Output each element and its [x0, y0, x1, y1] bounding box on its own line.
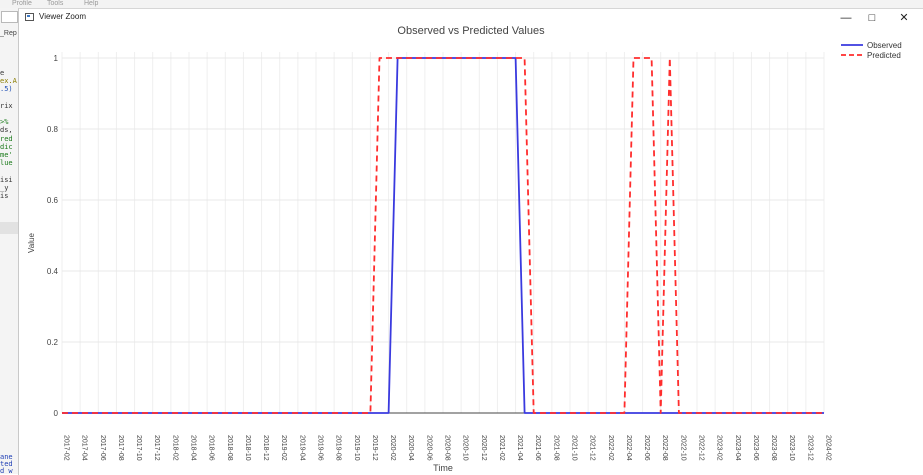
minimize-icon: —: [840, 12, 852, 24]
menu-tools[interactable]: Tools: [47, 0, 64, 7]
close-icon: ✕: [899, 12, 909, 24]
x-tick-label: 2021-10: [571, 435, 578, 461]
background-code-line: rix: [0, 101, 13, 110]
x-tick-label: 2019-02: [280, 435, 287, 461]
x-tick-label: 2022-10: [679, 435, 686, 461]
background-input-stub: [1, 11, 18, 23]
x-tick-label: 2018-04: [190, 435, 197, 461]
x-tick-label: 2023-12: [806, 435, 813, 461]
window-titlebar[interactable]: Viewer Zoom — □ ✕: [19, 9, 923, 27]
x-tick-label: 2017-02: [63, 435, 70, 461]
window-title: Viewer Zoom: [39, 12, 86, 21]
y-tick-label: 1: [54, 54, 59, 63]
x-tick-label: 2019-10: [353, 435, 360, 461]
background-code-line: ds,: [0, 126, 13, 135]
x-tick-label: 2023-02: [716, 435, 723, 461]
axes: 0 0.2 0.4 0.6 0.8 1 2017-02 2017-04 2017-06 2017-…: [47, 54, 832, 461]
x-tick-label: 2019-06: [317, 435, 324, 461]
y-tick-label: 0.8: [47, 125, 59, 134]
x-tick-label: 2021-08: [552, 435, 559, 461]
x-tick-label: 2023-06: [752, 435, 759, 461]
x-tick-label: 2020-08: [444, 435, 451, 461]
x-tick-label: 2018-10: [244, 435, 251, 461]
background-code-line: ex.A: [0, 77, 17, 86]
y-tick-label: 0.4: [47, 267, 59, 276]
maximize-button[interactable]: □: [857, 10, 887, 26]
x-tick-label: 2022-06: [643, 435, 650, 461]
x-tick-label: 2018-06: [208, 435, 215, 461]
x-tick-label: 2023-08: [770, 435, 777, 461]
background-code-line: me': [0, 151, 13, 159]
x-tick-label: 2020-12: [480, 435, 487, 461]
x-tick-label: 2017-10: [135, 435, 142, 461]
background-code-line: is: [0, 192, 9, 200]
x-tick-label: 2022-12: [698, 435, 705, 461]
background-code-line: e: [0, 69, 5, 77]
background-console-line: ted: [0, 460, 13, 468]
background-editor-strip: _Rep e ex.A .5) rix >% ds, red dic me' lue isi _y is…: [0, 0, 19, 475]
background-console-line: ane: [0, 453, 13, 461]
x-tick-label: 2022-04: [625, 435, 632, 461]
series-line-predicted: [62, 57, 824, 414]
background-code-line: >%: [0, 118, 9, 127]
x-tick-label: 2021-06: [534, 435, 541, 461]
y-tick-label: 0: [54, 409, 59, 418]
background-code-line: lue: [0, 159, 13, 168]
x-tick-label: 2024-02: [825, 435, 832, 461]
background-tab-stub: _Rep: [0, 30, 17, 37]
background-code-line: .5): [0, 85, 13, 94]
x-tick-label: 2018-08: [226, 435, 233, 461]
x-tick-label: 2017-08: [117, 435, 124, 461]
x-tick-label: 2019-08: [335, 435, 342, 461]
x-tick-label: 2020-04: [407, 435, 414, 461]
x-tick-label: 2023-04: [734, 435, 741, 461]
grid-lines: [61, 52, 825, 414]
y-tick-label: 0.6: [47, 196, 59, 205]
background-pane-divider: [0, 222, 18, 234]
x-axis-label: Time: [433, 463, 453, 473]
menu-help[interactable]: Help: [84, 0, 99, 7]
menu-profile[interactable]: Profile: [12, 0, 32, 7]
maximize-icon: □: [868, 12, 876, 24]
viewer-zoom-window: Viewer Zoom — □ ✕ 0 0.2 0.4 0.6 0.8 1 2017-02 2…: [18, 8, 923, 475]
x-tick-label: 2020-10: [462, 435, 469, 461]
x-tick-label: 2017-06: [99, 435, 106, 461]
x-tick-label: 2019-12: [371, 435, 378, 461]
legend-label-predicted: Predicted: [867, 51, 901, 60]
window-app-icon: [25, 13, 34, 21]
background-code-line: dic: [0, 142, 13, 151]
x-tick-label: 2021-04: [516, 435, 523, 461]
x-tick-label: 2017-04: [81, 435, 88, 461]
x-tick-label: 2022-02: [607, 435, 614, 461]
series-lines: [62, 57, 824, 414]
x-tick-label: 2018-02: [171, 435, 178, 461]
legend-label-observed: Observed: [867, 41, 902, 50]
x-tick-label: 2018-12: [262, 435, 269, 461]
x-tick-label: 2020-06: [425, 435, 432, 461]
x-tick-label: 2017-12: [153, 435, 160, 461]
background-console-line: d w: [0, 467, 13, 475]
background-code-line: isi: [0, 175, 13, 184]
y-tick-label: 0.2: [47, 338, 59, 347]
line-chart: 0 0.2 0.4 0.6 0.8 1 2017-02 2017-04 2017-06 2017-…: [27, 25, 902, 473]
background-code-line: _y: [0, 183, 9, 192]
x-tick-label: 2023-10: [788, 435, 795, 461]
x-tick-label: 2020-02: [389, 435, 396, 461]
chart-title: Observed vs Predicted Values: [397, 25, 545, 37]
x-tick-label: 2021-12: [589, 435, 596, 461]
x-tick-label: 2019-04: [298, 435, 305, 461]
x-tick-label: 2022-08: [661, 435, 668, 461]
minimize-button[interactable]: —: [831, 10, 861, 26]
close-button[interactable]: ✕: [889, 10, 919, 26]
background-menubar: Profile Tools Help: [0, 0, 923, 8]
background-code-line: red: [0, 134, 13, 143]
y-axis-label: Value: [27, 233, 36, 253]
x-tick-label: 2021-02: [498, 435, 505, 461]
